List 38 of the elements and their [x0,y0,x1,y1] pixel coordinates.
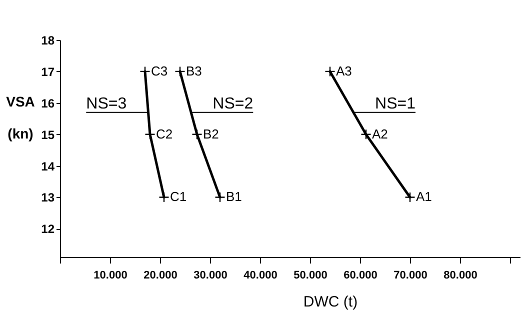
point [360,129,372,140]
series-label: NS=2 [212,95,254,112]
point [192,129,202,140]
y-axis-title: VSA (kn) [6,94,35,142]
annotation: C3 [151,63,168,78]
series-label: NS=1 [375,95,416,112]
point [140,66,150,77]
annotation: B1 [226,189,242,204]
x-tick-label: 40.000 [244,270,278,282]
y-tick-label: 13 [41,190,55,205]
point [324,66,336,77]
y-tick-label: 18 [41,34,55,48]
annotation: A3 [336,63,352,78]
y-tick-label: 15 [41,128,55,142]
x-tick-label: 50.000 [294,270,328,282]
x-tick-label: 30.000 [194,270,228,282]
annotation: A2 [372,126,388,142]
annotation: B3 [186,63,202,78]
annotation: C1 [170,189,187,204]
point [158,192,170,203]
x-tick-label: 60.000 [344,270,378,282]
x-tick-label: 20.000 [144,270,178,282]
x-tick-label: 10.000 [94,270,128,282]
x-axis-title: DWC (t) [303,294,358,310]
point [404,192,416,203]
y-tick-label: 16 [41,96,55,110]
y-tick-label: 17 [41,64,55,79]
point [174,66,186,77]
annotation: C2 [156,126,173,142]
point [144,129,156,140]
x-tick-label: 70.000 [394,270,428,282]
x-tick-label: 80.000 [444,270,478,282]
series-label: NS=3 [86,95,127,112]
annotation: B2 [203,126,219,142]
y-tick-label: 14 [41,159,55,174]
y-tick-label: 12 [41,222,55,236]
annotation: A1 [416,189,432,204]
point [214,192,226,203]
